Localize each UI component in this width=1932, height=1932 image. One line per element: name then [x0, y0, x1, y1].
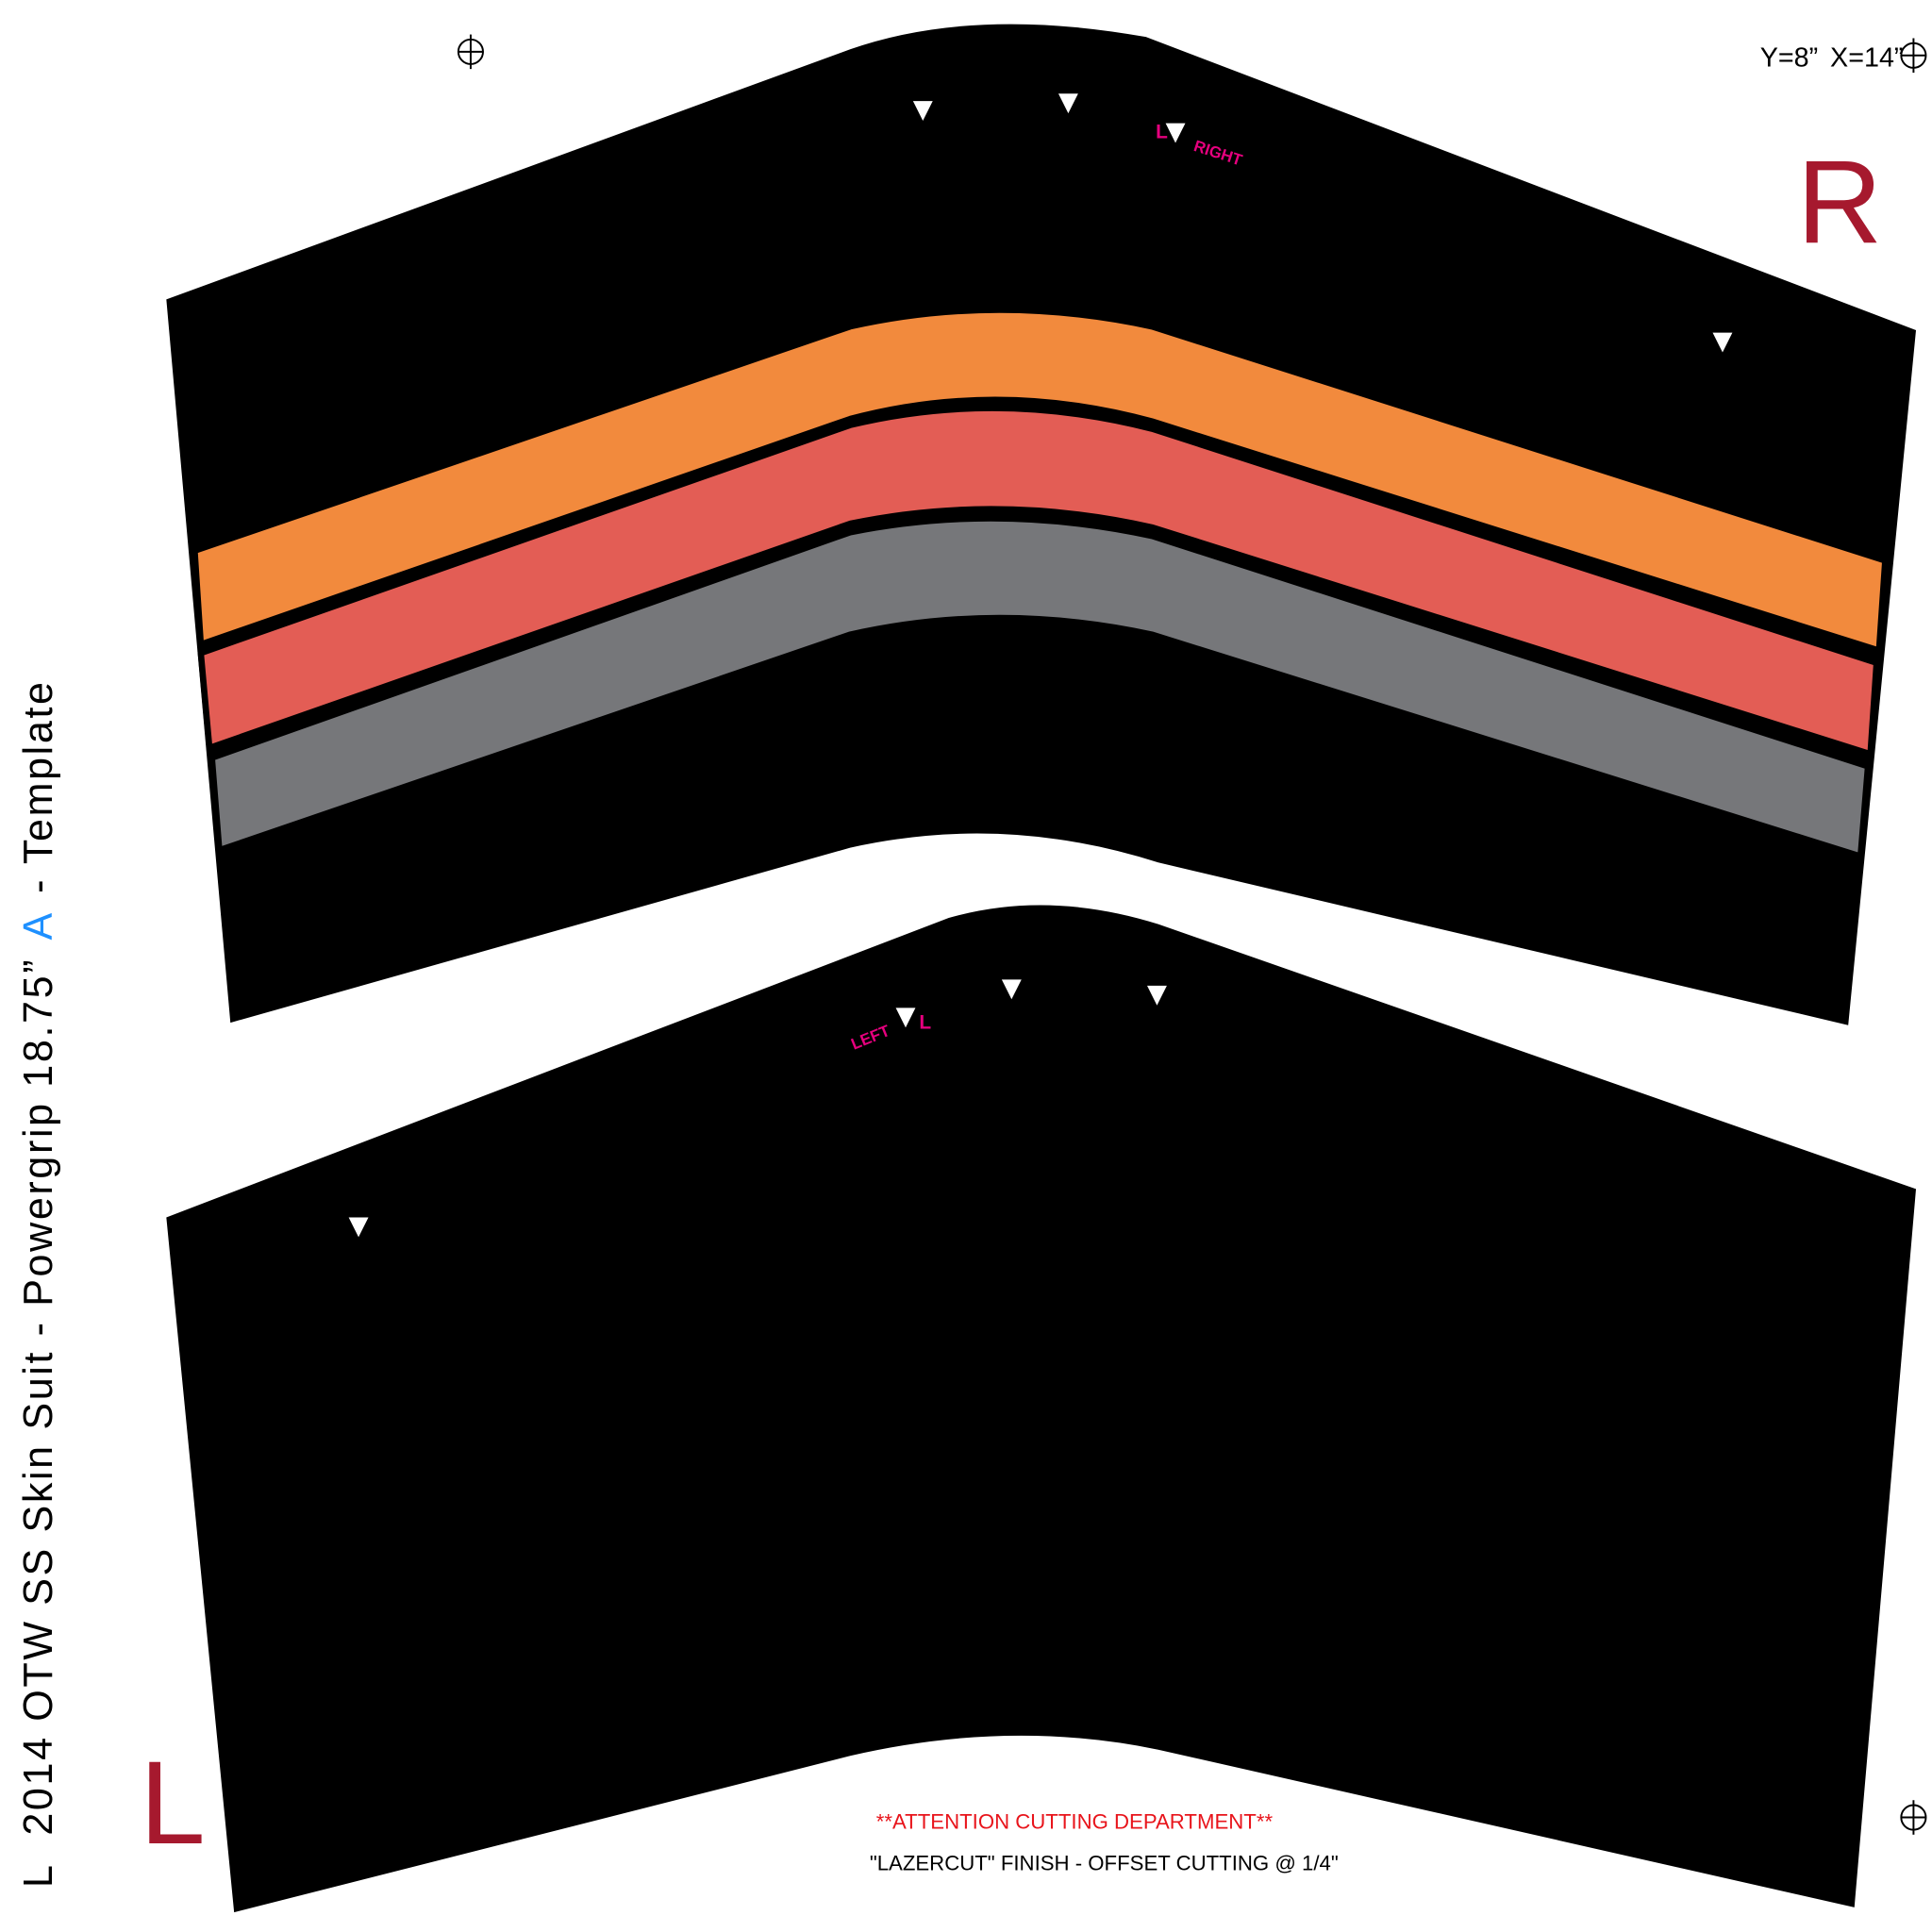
side-letter: L: [140, 1736, 206, 1869]
bottom-panel: [166, 905, 1917, 1913]
sheet-title: L 2014 OTW SS Skin Suit - Powergrip 18.75…: [16, 679, 61, 1888]
registration-marks: [457, 34, 1927, 1835]
dimension-label: Y=8”: [1760, 43, 1818, 74]
panel-marker: L: [919, 1012, 931, 1034]
title-name: 2014 OTW SS Skin Suit - Powergrip 18.75”: [16, 958, 61, 1836]
side-letter: R: [1797, 135, 1883, 268]
notch: [348, 1217, 369, 1238]
title-suffix: - Template: [16, 679, 61, 893]
registration-mark: [457, 34, 484, 70]
finish-note: "LAZERCUT" FINISH - OFFSET CUTTING @ 1/4…: [870, 1852, 1339, 1875]
title-version: A: [16, 910, 61, 940]
notch: [1147, 985, 1167, 1006]
notches: [348, 93, 1733, 1238]
notch: [912, 101, 933, 121]
registration-mark: [1900, 1800, 1927, 1835]
orange-stripe: [191, 307, 1889, 655]
notch: [1001, 979, 1022, 1000]
notch: [1165, 123, 1186, 143]
registration-mark: [1900, 38, 1927, 74]
notch: [1712, 332, 1733, 353]
dimension-label: X=14”: [1830, 43, 1903, 74]
panel-marker: L: [1156, 121, 1168, 142]
notch: [1058, 93, 1078, 114]
attention-note: **ATTENTION CUTTING DEPARTMENT**: [876, 1809, 1274, 1833]
red-stripe: [197, 405, 1880, 758]
notch: [895, 1008, 916, 1028]
gray-stripe: [208, 515, 1872, 861]
title-side: L: [16, 1862, 61, 1888]
